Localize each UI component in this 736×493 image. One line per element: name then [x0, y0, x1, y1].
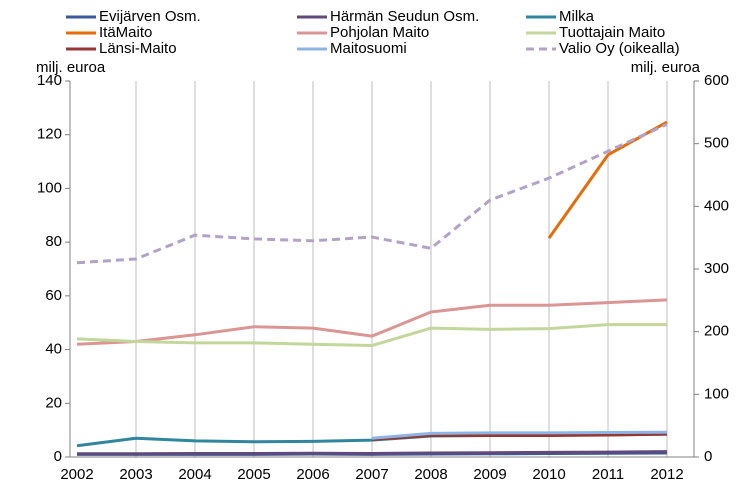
x-tick-label: 2010 [532, 466, 565, 483]
legend-label: Härmän Seudun Osm. [330, 8, 479, 25]
y-tick-label: 20 [45, 394, 62, 411]
x-tick-label: 2004 [178, 466, 211, 483]
x-tick-label: 2005 [237, 466, 270, 483]
legend-label: Maitosuomi [330, 40, 407, 57]
y2-tick-label: 600 [704, 72, 729, 89]
y-tick-label: 120 [37, 126, 62, 143]
legend-label: Tuottajain Maito [559, 24, 665, 41]
x-tick-label: 2008 [414, 466, 447, 483]
x-tick-label: 2011 [592, 466, 624, 483]
x-tick-label: 2002 [60, 466, 93, 483]
y2-tick-label: 300 [704, 260, 729, 277]
y-tick-label: 0 [54, 448, 62, 465]
y2-tick-label: 100 [704, 385, 729, 402]
x-tick-label: 2007 [355, 466, 388, 483]
series-line [77, 450, 668, 456]
series-line [76, 122, 668, 265]
series-line [547, 120, 668, 239]
legend-label: Valio Oy (oikealla) [559, 40, 680, 57]
y-tick-label: 60 [45, 287, 62, 304]
legend-label: Länsi-Maito [99, 40, 177, 57]
y2-tick-label: 500 [704, 135, 729, 152]
series-line [371, 430, 668, 440]
series-line [76, 323, 667, 348]
y-axis-label: milj. euroa [36, 59, 106, 76]
y2-axis-label: milj. euroa [631, 59, 701, 76]
y2-tick-label: 200 [704, 323, 729, 340]
y2-tick-label: 400 [704, 197, 729, 214]
legend-label: Evijärven Osm. [99, 8, 201, 25]
y-tick-label: 140 [37, 72, 62, 89]
y2-tick-label: 0 [704, 448, 712, 465]
y-tick-label: 80 [45, 233, 62, 250]
series-line [76, 298, 668, 346]
x-tick-label: 2009 [473, 466, 506, 483]
x-tick-label: 2012 [650, 466, 683, 483]
legend-label: ItäMaito [99, 24, 152, 41]
legend-label: Pohjolan Maito [330, 24, 429, 41]
x-tick-label: 2006 [296, 466, 329, 483]
legend-label: Milka [559, 8, 595, 25]
y-tick-label: 40 [45, 341, 62, 358]
x-tick-label: 2003 [119, 466, 152, 483]
series-line [371, 432, 668, 442]
y-tick-label: 100 [37, 179, 62, 196]
